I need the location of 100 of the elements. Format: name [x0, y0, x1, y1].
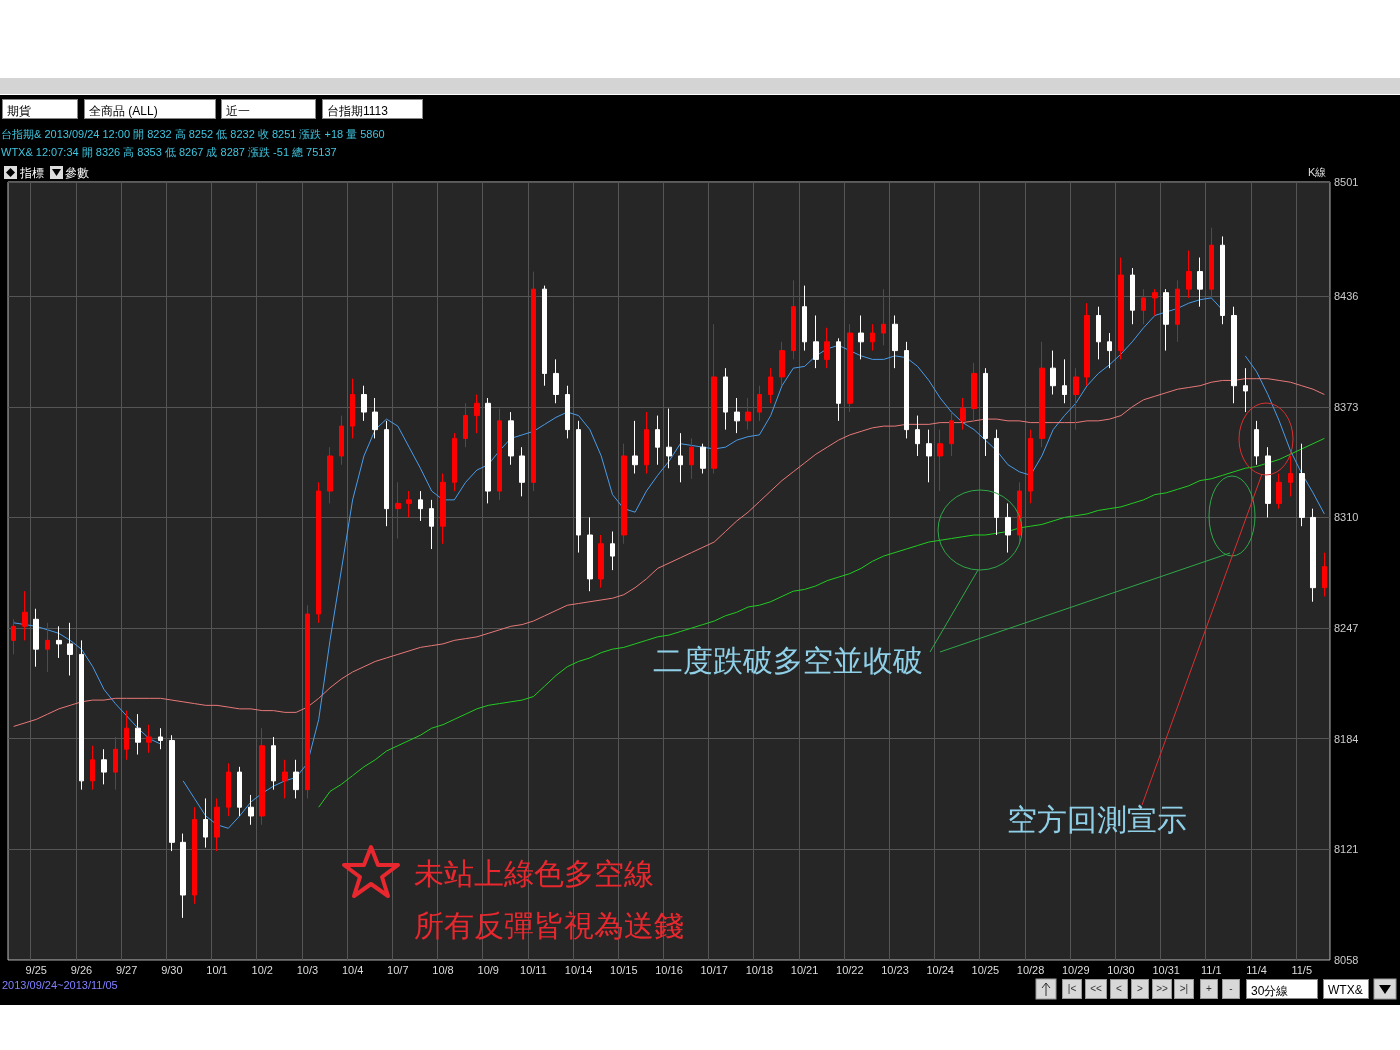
candlestick [1118, 257, 1124, 360]
candlestick [79, 639, 84, 791]
candlestick [474, 394, 480, 434]
x-tick-label: 10/8 [432, 963, 454, 976]
candlestick [802, 285, 807, 352]
candlestick [1220, 235, 1225, 325]
x-tick-label: 11/5 [1291, 963, 1313, 976]
candlestick [937, 429, 943, 492]
candlestick [1209, 227, 1214, 299]
candlestick [700, 443, 706, 475]
candlestick [576, 420, 581, 554]
x-tick-label: 10/2 [251, 963, 273, 976]
candlestick [983, 367, 988, 457]
text: 參數 [65, 166, 89, 180]
candlestick [915, 415, 920, 457]
candlestick [22, 590, 28, 641]
candlestick [429, 499, 434, 550]
text: 台指期1113 [322, 99, 423, 119]
candlestick [1028, 429, 1033, 504]
text: >| [1174, 979, 1194, 999]
candlestick [542, 285, 547, 387]
candlestick [56, 625, 62, 659]
candlestick [858, 314, 864, 360]
candlestick [1130, 267, 1135, 325]
text: |< [1062, 979, 1082, 999]
candlestick [949, 411, 954, 457]
candlestick [158, 727, 163, 750]
candlestick [960, 397, 966, 431]
candlestick [678, 432, 683, 483]
x-tick-label: 10/9 [477, 963, 499, 976]
y-tick-label: 8247 [1334, 622, 1359, 635]
candlestick [395, 481, 401, 540]
candlestick [1186, 249, 1192, 299]
candlestick [33, 608, 39, 668]
x-tick-label: 9/25 [25, 963, 47, 976]
candlestick [1039, 341, 1045, 448]
candlestick [113, 736, 118, 791]
x-tick-label: 10/30 [1107, 963, 1135, 976]
candlestick [11, 618, 16, 655]
candlestick [734, 397, 740, 434]
candlestick [293, 759, 299, 799]
candlestick [655, 415, 660, 466]
candlestick [406, 490, 412, 518]
candlestick [497, 408, 502, 501]
candlestick [1073, 367, 1079, 431]
text: 全商品 (ALL) [84, 99, 216, 119]
annotation: 二度跌破多空並收破 [653, 644, 923, 677]
candlestick [644, 411, 649, 475]
x-tick-label: 9/27 [115, 963, 138, 976]
candlestick [1175, 279, 1180, 343]
x-tick-label: 11/4 [1246, 963, 1267, 976]
annotation: 未站上綠色多空線 [414, 857, 654, 890]
annotation: 空方回測宣示 [1007, 803, 1187, 836]
x-tick-label: 10/31 [1152, 963, 1180, 976]
candlestick [1265, 446, 1271, 518]
candlestick [1005, 502, 1011, 554]
candlestick [237, 766, 242, 817]
candlestick [836, 337, 841, 422]
candlestick [316, 481, 321, 624]
candlestick [282, 759, 288, 799]
candlestick [384, 420, 389, 527]
candlestick [598, 534, 604, 589]
chart-subtitle: WTX& 12:07:34 開 8326 高 8353 低 8267 成 8287 漲跌 -51 總 75137 [1, 146, 337, 158]
candlestick [1062, 358, 1067, 404]
candlestick [587, 516, 593, 592]
candlestick [508, 411, 514, 466]
candlestick [1243, 367, 1248, 413]
text: 期貨 [2, 99, 78, 119]
candlestick [824, 327, 830, 369]
candlestick [1299, 443, 1305, 527]
candlestick [67, 622, 73, 676]
x-tick-label: 10/24 [926, 963, 954, 976]
candlestick [870, 323, 875, 352]
candlestick [248, 794, 254, 826]
x-tick-label: 10/14 [564, 963, 593, 976]
candlestick [1276, 473, 1282, 510]
x-tick-label: 10/11 [520, 963, 547, 976]
y-tick-label: 8373 [1334, 400, 1359, 413]
candlestick [45, 622, 50, 673]
candlestick [305, 604, 310, 799]
candlestick [847, 323, 853, 413]
candlestick [180, 833, 186, 919]
candlestick [350, 378, 355, 439]
candlestick [418, 490, 423, 522]
candlestick [768, 367, 773, 404]
candlestick [146, 724, 152, 754]
text: >> [1152, 979, 1172, 999]
candlestick [1163, 288, 1169, 352]
y-tick-label: 8121 [1334, 843, 1359, 856]
y-tick-label: 8501 [1334, 176, 1359, 188]
candlestick [1322, 552, 1327, 597]
y-tick-label: 8184 [1334, 732, 1359, 745]
x-tick-label: 10/18 [745, 963, 774, 976]
x-tick-label: 10/29 [1062, 963, 1090, 976]
candlestick [1050, 350, 1056, 395]
candlestick [372, 397, 378, 439]
candlestick [757, 385, 762, 422]
candlestick [791, 279, 796, 360]
text: - [1222, 979, 1240, 999]
candlestick [711, 323, 717, 475]
